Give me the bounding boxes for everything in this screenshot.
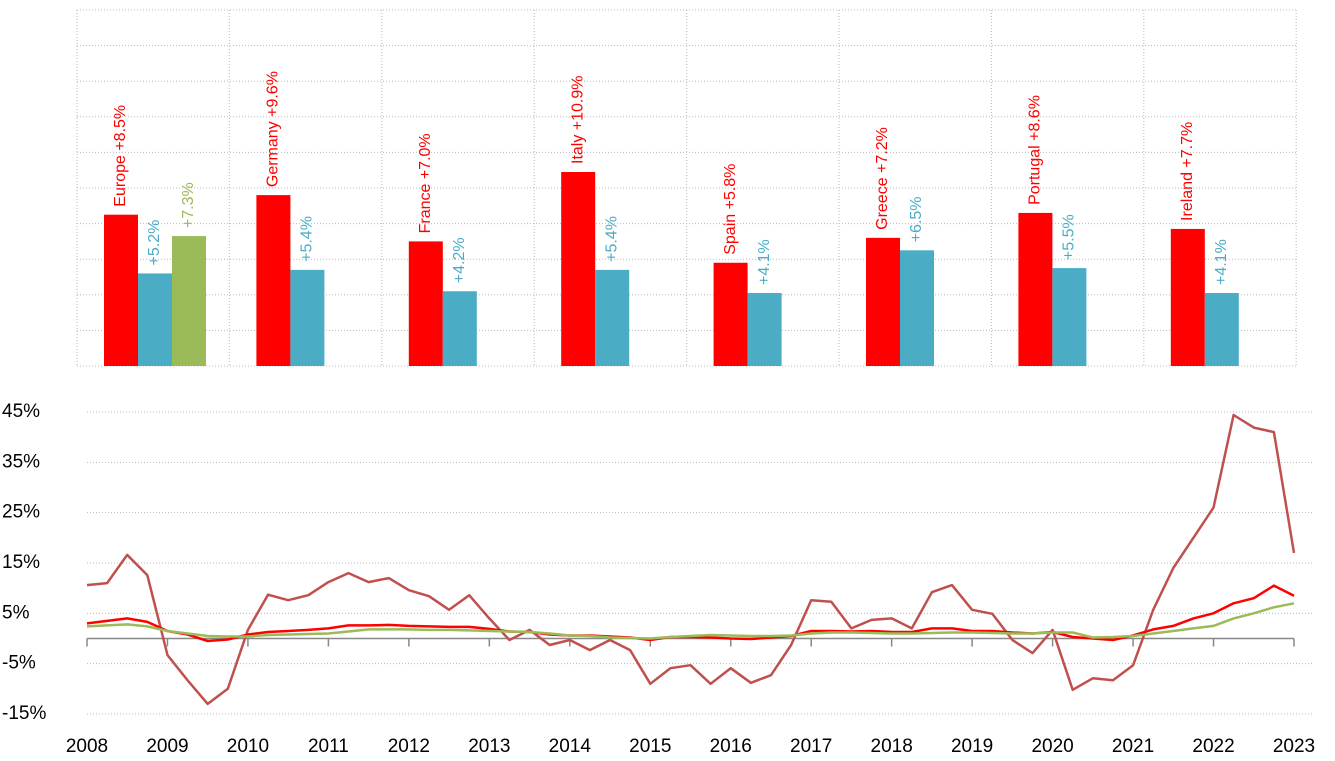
bar [595,269,630,366]
bar-label: +4.1% [1213,239,1230,285]
y-tick-label: 5% [2,602,30,623]
x-tick-label: 2008 [66,736,108,757]
x-tick-label: 2012 [388,736,430,757]
x-tick-label: 2014 [549,736,592,757]
bar [256,195,291,366]
bar-label: +7.3% [180,182,197,228]
x-tick-label: 2016 [710,736,752,757]
bar-label: +5.5% [1061,214,1078,260]
bar [866,237,900,366]
y-tick-label: 15% [2,552,40,573]
bar [900,250,934,366]
bar-label: +5.4% [603,216,620,262]
bar-label: +4.2% [451,237,468,283]
bar [408,241,443,366]
y-tick-label: -5% [2,653,36,674]
y-tick-label: 45% [2,401,40,422]
y-tick-label: 35% [2,451,40,472]
bar [561,171,596,366]
x-tick-label: 2011 [308,736,349,757]
bar-label: Germany +9.6% [265,71,282,187]
x-tick-label: 2019 [951,736,993,757]
bar-label: Ireland +7.7% [1179,122,1196,221]
bar-label: +5.4% [299,216,316,262]
bar-label: +4.1% [756,239,773,285]
bar-label: France +7.0% [417,133,434,233]
bar [442,291,477,366]
bar-label: +6.5% [908,196,925,242]
bar [1170,228,1205,366]
x-tick-label: 2021 [1112,736,1154,757]
x-tick-label: 2020 [1031,736,1073,757]
x-tick-label: 2023 [1273,736,1315,757]
x-tick-label: 2022 [1192,736,1234,757]
bar [747,293,782,366]
y-tick-label: -15% [2,703,46,724]
bar [1018,212,1053,366]
line-series [86,413,1296,706]
bar-label: Portugal +8.6% [1027,95,1044,205]
bar [1204,293,1239,366]
bar-label: Greece +7.2% [874,127,891,230]
bar [713,262,748,366]
bar [138,273,172,366]
x-tick-label: 2017 [790,736,832,757]
line-series [86,602,1295,640]
x-tick-label: 2013 [468,736,510,757]
bar [104,214,138,366]
x-tick-label: 2010 [227,736,269,757]
x-tick-label: 2018 [871,736,913,757]
bar-label: +5.2% [146,220,163,266]
bar-label: Europe +8.5% [112,105,129,207]
y-tick-label: 25% [2,502,40,523]
bar-label: Spain +5.8% [722,164,739,255]
bar [172,236,206,366]
bar [1052,268,1087,366]
x-tick-label: 2015 [629,736,671,757]
bar [290,269,325,366]
x-tick-label: 2009 [146,736,188,757]
bar-label: Italy +10.9% [569,75,586,164]
